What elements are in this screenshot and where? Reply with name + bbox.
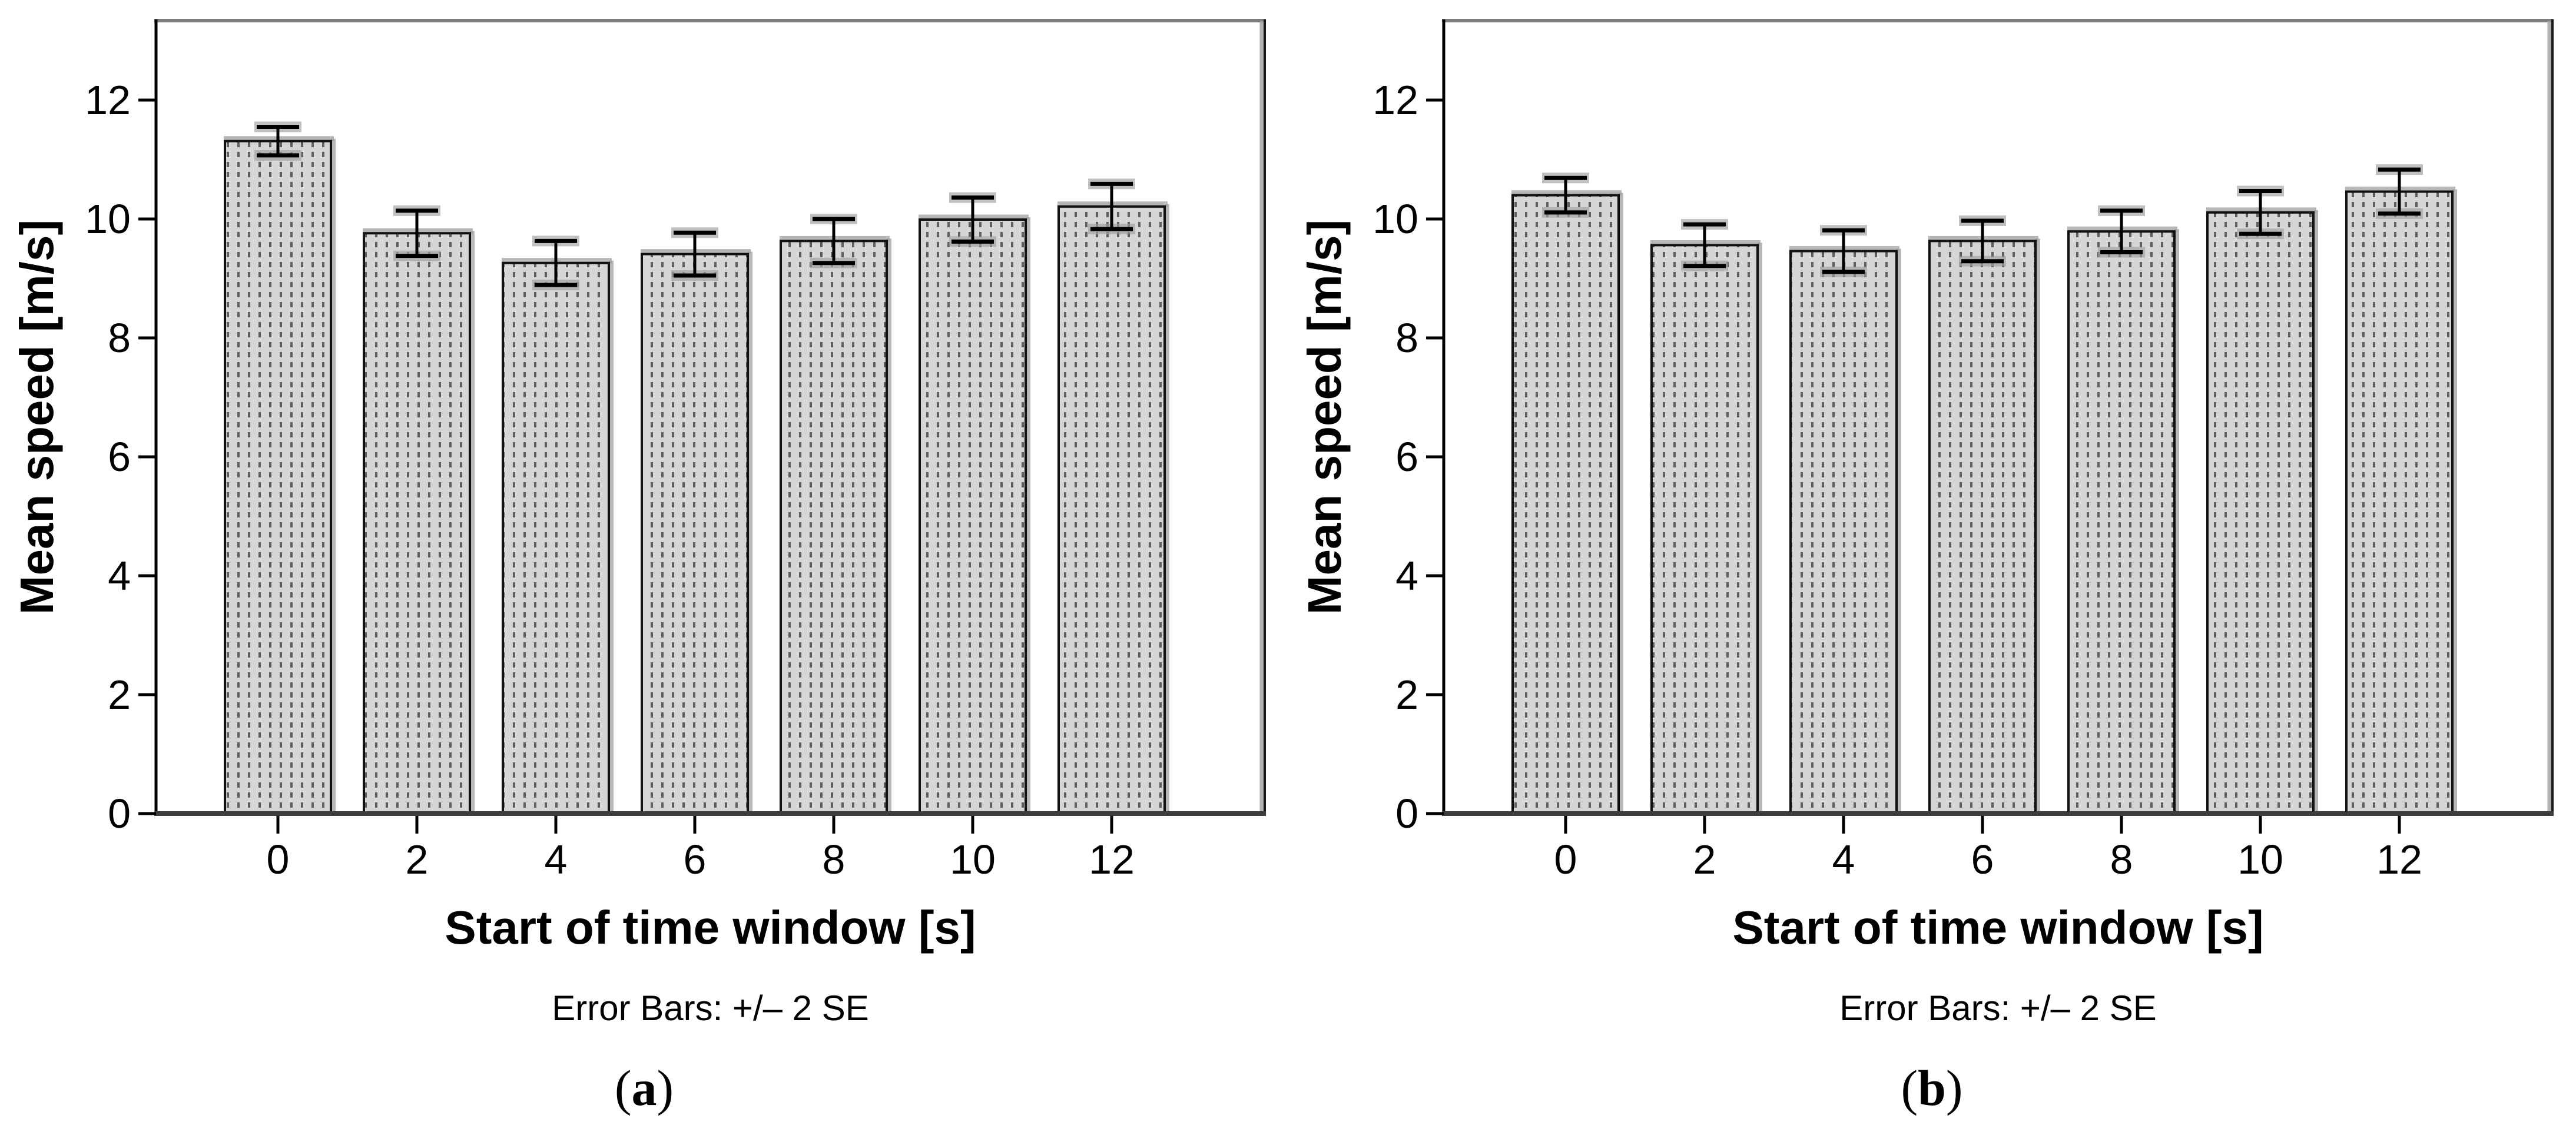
x-tick-label: 2 xyxy=(1693,837,1716,882)
bar xyxy=(1928,240,2037,815)
bar xyxy=(2067,230,2176,815)
y-tick-label: 10 xyxy=(1372,196,1418,242)
bar xyxy=(502,261,610,815)
bar xyxy=(780,240,888,815)
y-tick-label: 10 xyxy=(85,196,131,242)
x-tick-label: 8 xyxy=(823,837,846,882)
y-tick-label: 12 xyxy=(85,77,131,123)
y-tick-label: 12 xyxy=(1372,77,1418,123)
x-tick-label: 4 xyxy=(1832,837,1855,882)
figure-panel-b: 0 2 4 6 8 10 12 0 2 4 6 8 10 12 Mean speed [m/s] Start … xyxy=(1288,0,2576,1135)
x-tick-label: 4 xyxy=(545,837,568,882)
x-tick-label: 8 xyxy=(2110,837,2133,882)
bar xyxy=(224,140,332,815)
bar xyxy=(2206,211,2315,815)
x-axis-title: Start of time window [s] xyxy=(1732,901,2263,954)
x-tick-label: 6 xyxy=(684,837,707,882)
y-axis-title: Mean speed [m/s] xyxy=(11,220,63,615)
error-caption: Error Bars: +/– 2 SE xyxy=(552,988,869,1028)
bar-chart-b: 0 2 4 6 8 10 12 0 2 4 6 8 10 12 Mean speed [m/s] Start … xyxy=(1298,19,2554,1116)
x-axis-title: Start of time window [s] xyxy=(445,901,976,954)
bar xyxy=(363,232,471,815)
bar xyxy=(1789,250,1898,815)
y-tick-label: 8 xyxy=(108,315,131,361)
bar xyxy=(1057,205,1166,815)
y-tick-label: 4 xyxy=(108,553,131,599)
bar xyxy=(641,253,749,815)
bar-chart-a: 0 2 4 6 8 10 12 0 2 4 6 8 10 12 Mean speed [m/s] Start … xyxy=(11,19,1266,1116)
bar xyxy=(919,218,1027,815)
y-tick-label: 2 xyxy=(108,672,131,718)
y-tick-label: 0 xyxy=(108,791,131,837)
x-tick-label: 6 xyxy=(1971,837,1994,882)
bar xyxy=(1650,244,1759,815)
panel-letter: (a) xyxy=(615,1060,674,1116)
y-tick-label: 4 xyxy=(1395,553,1418,599)
x-tick-label: 12 xyxy=(2376,837,2422,882)
x-tick-label: 0 xyxy=(267,837,290,882)
y-axis-title: Mean speed [m/s] xyxy=(1298,220,1351,615)
x-tick-label: 10 xyxy=(950,837,996,882)
y-tick-label: 8 xyxy=(1395,315,1418,361)
y-tick-label: 6 xyxy=(108,434,131,480)
bar xyxy=(1511,194,1620,815)
y-tick-label: 6 xyxy=(1395,434,1418,480)
bar xyxy=(2345,190,2454,815)
x-tick-label: 2 xyxy=(406,837,429,882)
panel-letter: (b) xyxy=(1901,1060,1962,1116)
y-tick-label: 0 xyxy=(1395,791,1418,837)
y-tick-label: 2 xyxy=(1395,672,1418,718)
x-tick-label: 12 xyxy=(1089,837,1135,882)
x-tick-label: 10 xyxy=(2237,837,2283,882)
x-tick-label: 0 xyxy=(1554,837,1577,882)
figure-panel-a: 0 2 4 6 8 10 12 0 2 4 6 8 10 12 Mean speed [m/s] Start … xyxy=(11,19,1266,1116)
error-caption: Error Bars: +/– 2 SE xyxy=(1839,988,2157,1028)
